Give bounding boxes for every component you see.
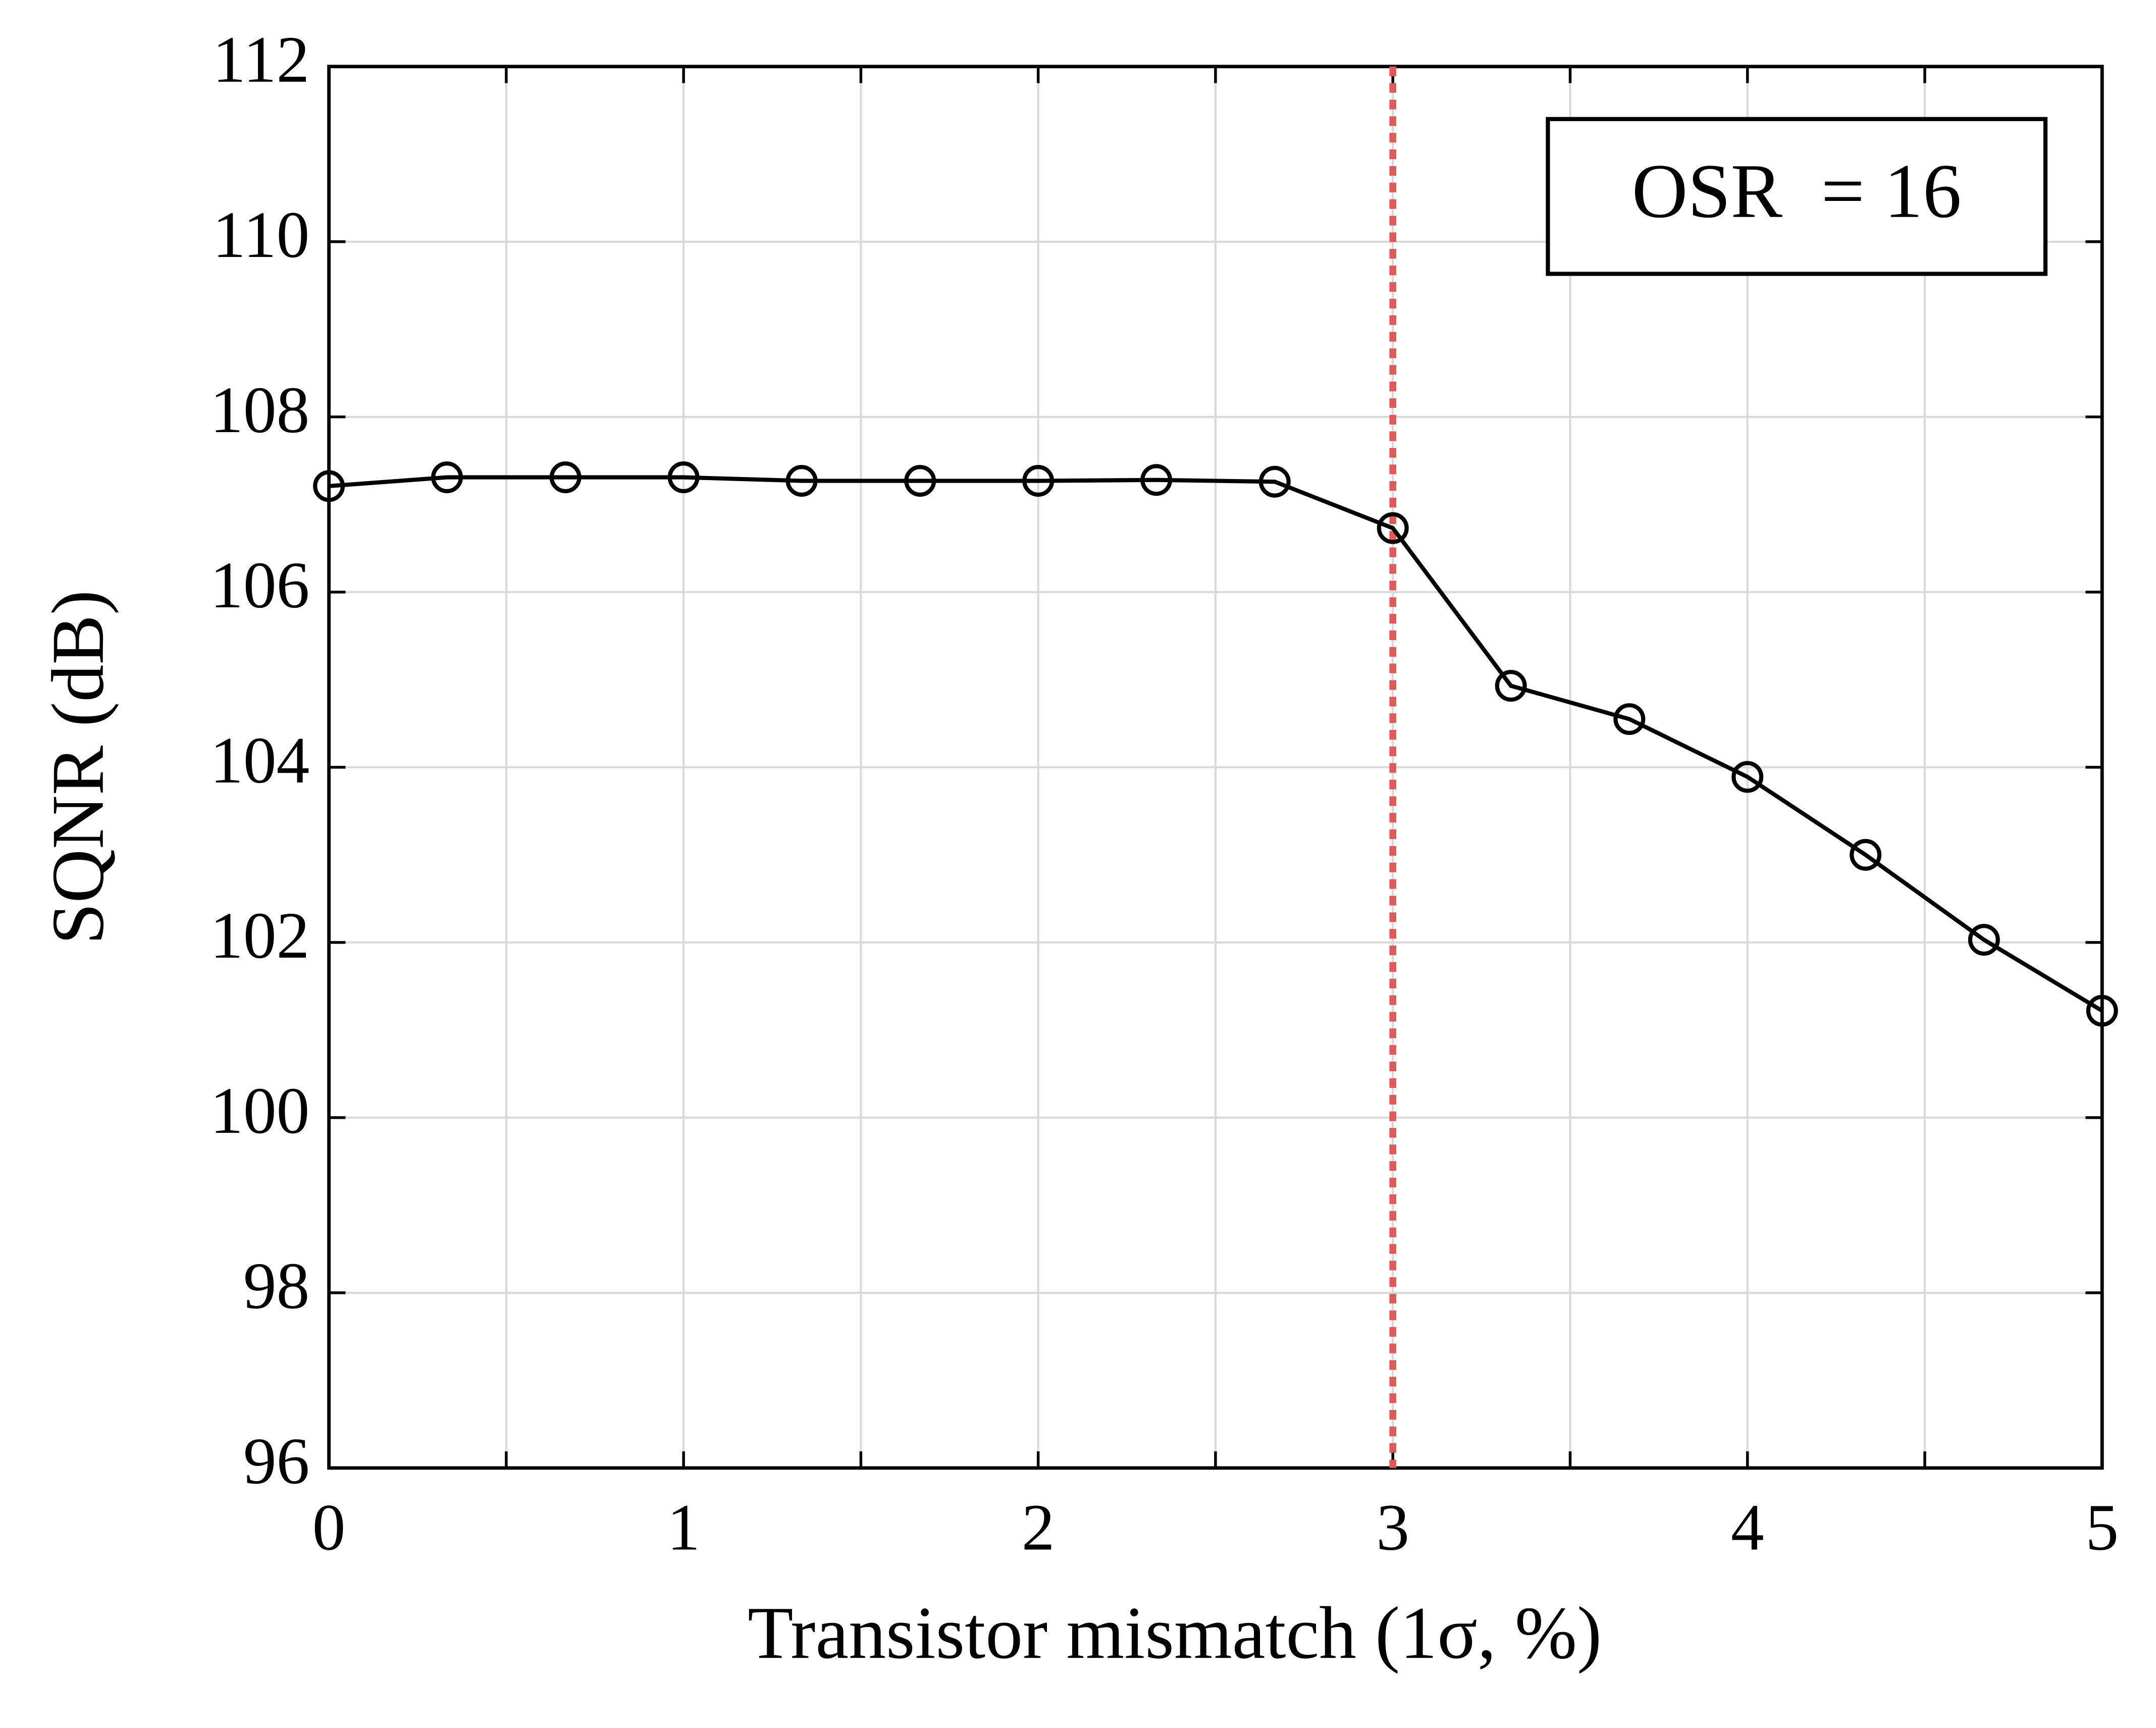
y-tick-label: 102 bbox=[210, 899, 309, 972]
x-tick-label: 0 bbox=[312, 1491, 346, 1564]
data-point bbox=[2086, 994, 2118, 1027]
x-tick-label: 1 bbox=[667, 1491, 700, 1564]
x-tick-label: 3 bbox=[1376, 1491, 1409, 1564]
y-axis-label: SQNR (dB) bbox=[36, 590, 119, 945]
x-tick-label: 4 bbox=[1731, 1491, 1764, 1564]
y-tick-label: 106 bbox=[210, 549, 309, 622]
y-tick-label: 96 bbox=[243, 1425, 309, 1498]
data-point bbox=[1022, 464, 1055, 497]
x-tick-label: 5 bbox=[2085, 1491, 2119, 1564]
y-tick-label: 104 bbox=[210, 724, 309, 797]
y-tick-label: 100 bbox=[210, 1074, 309, 1147]
data-point bbox=[313, 470, 345, 502]
data-point bbox=[1495, 670, 1527, 702]
data-point bbox=[785, 464, 818, 497]
data-point bbox=[1258, 465, 1291, 498]
y-tick-label: 112 bbox=[213, 23, 309, 96]
data-point bbox=[904, 464, 936, 497]
data-point bbox=[1968, 924, 2000, 956]
plot-frame bbox=[327, 65, 2104, 1470]
y-tick-label: 108 bbox=[210, 374, 309, 447]
data-point bbox=[667, 461, 700, 494]
x-tick-label: 2 bbox=[1022, 1491, 1055, 1564]
annotation: OSR = 16 bbox=[1632, 148, 1962, 234]
data-point bbox=[431, 461, 463, 494]
data-point bbox=[549, 461, 582, 494]
data-point bbox=[1731, 761, 1764, 793]
annotation-box bbox=[1546, 117, 2048, 276]
y-tick-label: 110 bbox=[213, 198, 309, 272]
data-point bbox=[1140, 464, 1173, 496]
series-line bbox=[329, 475, 2104, 1013]
data-point bbox=[1377, 512, 1409, 544]
data-point bbox=[1613, 703, 1646, 735]
data-point bbox=[1850, 839, 1882, 871]
y-tick-label: 98 bbox=[243, 1249, 309, 1323]
x-axis-label: Transistor mismatch (1σ, %) bbox=[748, 1591, 1602, 1674]
